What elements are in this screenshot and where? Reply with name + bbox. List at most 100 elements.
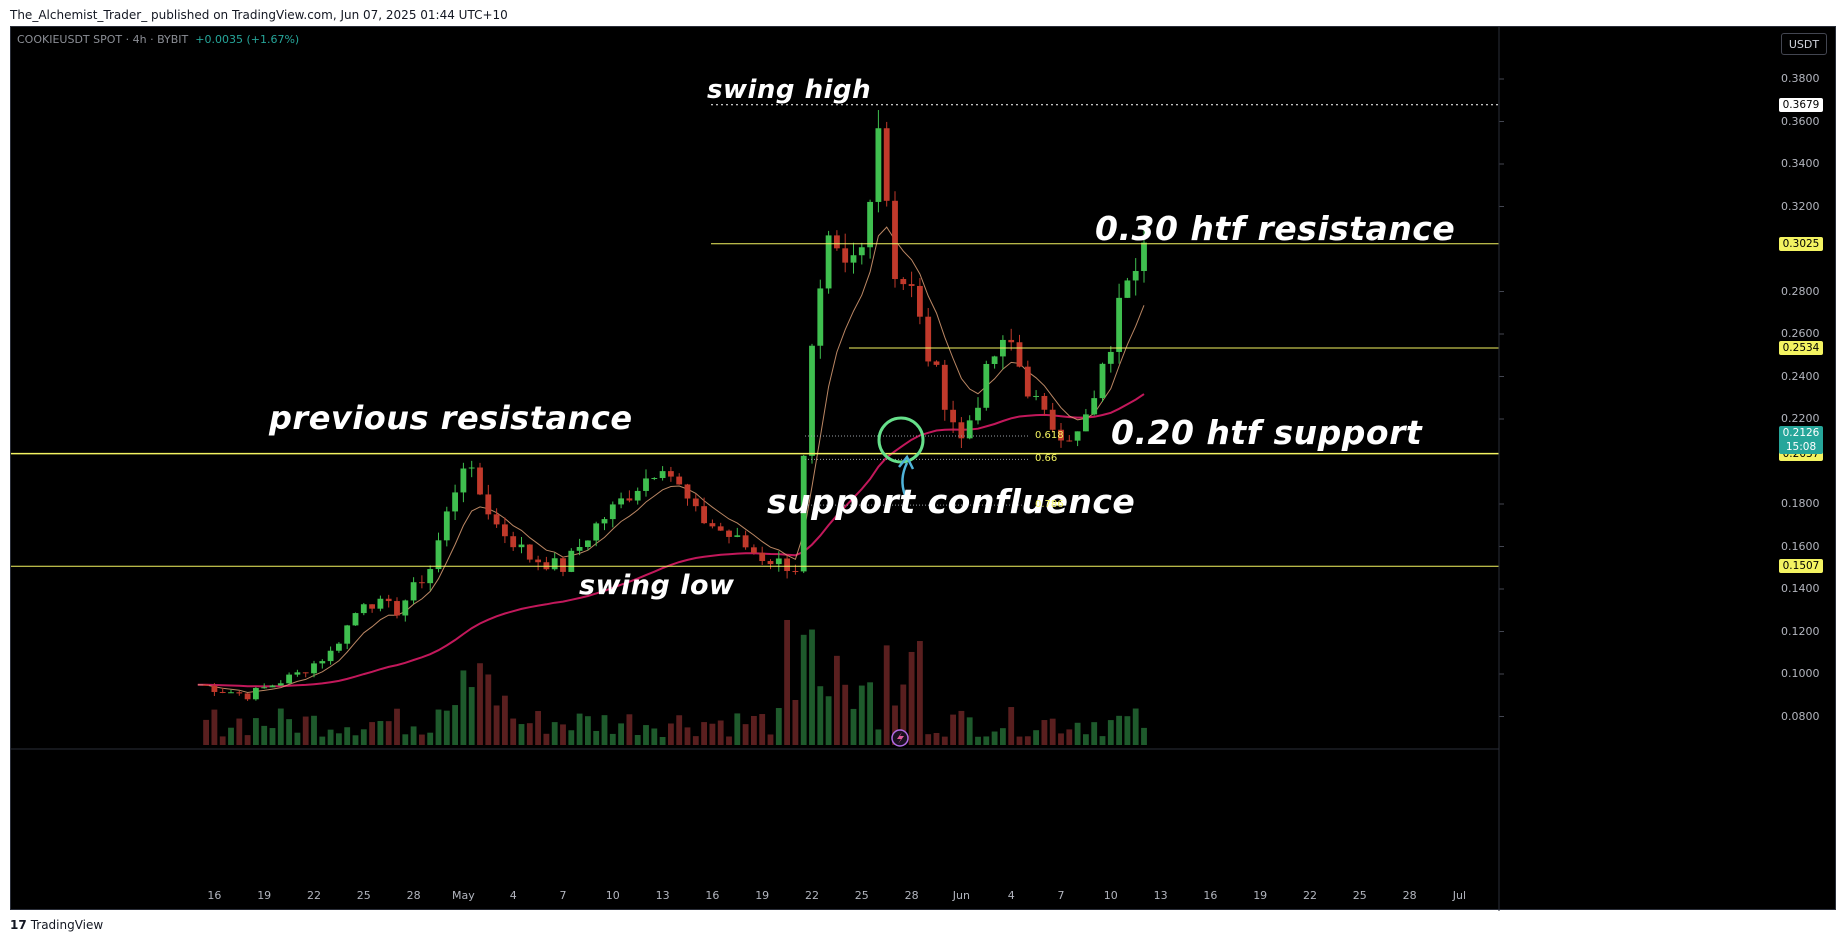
candle-body: [377, 598, 384, 609]
candle-body: [701, 506, 708, 524]
candle-body: [510, 536, 517, 548]
candle-body: [1082, 414, 1089, 432]
candle-body: [1116, 297, 1123, 352]
candle-body: [269, 685, 276, 688]
candle-body: [1024, 366, 1031, 397]
level-lines: [11, 104, 1499, 567]
ema-slow-line: [197, 393, 1145, 688]
volume-bar: [452, 705, 459, 745]
volume-bar: [883, 645, 890, 745]
candle-body: [1099, 363, 1106, 399]
currency-button[interactable]: USDT: [1781, 33, 1827, 55]
ema-fast-line: [197, 226, 1145, 694]
volume-bar: [335, 733, 342, 745]
date-tick-label: 19: [257, 889, 272, 902]
volume-bar: [211, 709, 218, 745]
volume-bar: [1049, 718, 1056, 745]
candle-body: [767, 561, 774, 565]
volume-bar: [833, 655, 840, 745]
date-tick-label: 19: [755, 889, 770, 902]
candle-body: [228, 692, 234, 694]
candle-body: [518, 544, 525, 548]
candle-body: [535, 559, 542, 563]
date-tick-label: Jun: [952, 889, 970, 902]
candle-body: [800, 455, 807, 572]
fib-label: 0.786: [1035, 499, 1064, 511]
candle-body: [825, 235, 832, 289]
date-tick-label: May: [452, 889, 475, 902]
candle-body: [402, 600, 409, 616]
candle-body: [560, 558, 566, 572]
candle-body: [352, 613, 359, 626]
candle-body: [410, 582, 417, 601]
price-tick-label: 0.3400: [1781, 157, 1820, 170]
volume-bar: [327, 729, 334, 745]
volume-bar: [659, 736, 666, 745]
volume-bar: [477, 663, 483, 745]
candle-body: [327, 650, 334, 662]
date-tick-label: 10: [605, 889, 620, 902]
candle-body: [858, 247, 865, 256]
candle-body: [319, 661, 326, 664]
date-tick-label: 13: [655, 889, 670, 902]
volume-bar: [800, 634, 807, 745]
volume-bar: [468, 687, 475, 745]
volume-bar: [294, 732, 301, 745]
volume-bar: [916, 641, 923, 745]
candle-body: [568, 550, 575, 572]
volume-bar: [867, 682, 874, 745]
volume-bar: [817, 686, 824, 745]
annotation-htf-resistance: 0.30 htf resistance: [1095, 209, 1456, 248]
price-tick-label: 0.2200: [1781, 412, 1820, 425]
volume-bar: [941, 736, 948, 745]
candle-body: [900, 279, 907, 285]
candle-body: [1033, 395, 1040, 397]
volume-bar: [726, 736, 732, 745]
candle-body: [443, 511, 450, 541]
candle-body: [277, 683, 284, 686]
candle-body: [1058, 429, 1064, 441]
candle-body: [369, 604, 376, 609]
current-price-tag: 0.2126 15:08: [1779, 425, 1823, 454]
candle-body: [219, 691, 226, 693]
candle-body: [526, 544, 533, 560]
candle-body: [692, 498, 699, 507]
volume-bar: [709, 723, 716, 745]
annotation-swing-high: swing high: [707, 75, 872, 105]
price-level-tag: 0.2534: [1779, 341, 1823, 356]
candle-body: [734, 535, 741, 537]
date-tick-label: 7: [1057, 889, 1065, 902]
volume-bar: [626, 714, 633, 745]
symbol-name: COOKIEUSDT SPOT · 4h · BYBIT: [17, 33, 189, 46]
volume-bar: [651, 728, 658, 745]
markers: [877, 416, 925, 747]
price-tick-label: 0.3800: [1781, 72, 1820, 85]
volume-bar: [543, 733, 550, 745]
volume-bar: [460, 670, 467, 745]
tradingview-footer[interactable]: 17 TradingView: [10, 918, 103, 932]
candle-body: [211, 685, 218, 692]
volume-bar: [1116, 715, 1123, 745]
tradingview-brand: TradingView: [30, 918, 104, 932]
price-level-tag: 0.3679: [1779, 97, 1823, 112]
volume-bar: [950, 714, 957, 745]
volume-bar: [742, 724, 749, 745]
bar-countdown: 15:08: [1785, 440, 1817, 453]
volume-bar: [369, 722, 376, 745]
volume-bar: [394, 708, 400, 745]
volume-bar: [1082, 734, 1089, 745]
candle-body: [850, 255, 857, 263]
symbol-legend[interactable]: COOKIEUSDT SPOT · 4h · BYBIT +0.0035 (+1…: [17, 33, 299, 46]
chart-pane[interactable]: COOKIEUSDT SPOT · 4h · BYBIT +0.0035 (+1…: [10, 26, 1837, 911]
volume-bar: [684, 727, 691, 745]
candle-body: [833, 235, 840, 249]
date-tick-label: 16: [1203, 889, 1218, 902]
candle-body: [385, 598, 392, 602]
price-chart[interactable]: [11, 27, 1837, 911]
candle-body: [1141, 242, 1147, 272]
volume-bar: [410, 726, 417, 745]
volume-bar: [510, 718, 517, 745]
date-tick-label: 10: [1103, 889, 1118, 902]
candle-body: [676, 476, 683, 485]
candle-body: [311, 663, 317, 674]
